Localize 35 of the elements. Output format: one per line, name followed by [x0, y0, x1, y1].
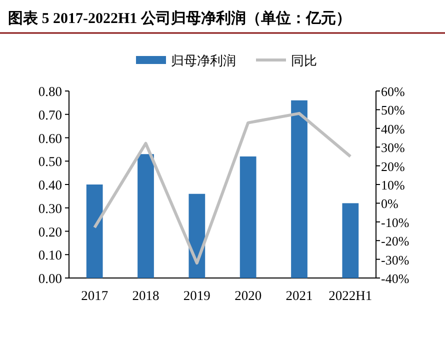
y2-tick-label: -20% [381, 234, 410, 249]
bar [240, 156, 256, 278]
bar [138, 154, 154, 278]
x-tick-label: 2018 [132, 288, 160, 303]
x-tick-label: 2019 [183, 288, 211, 303]
y2-tick-label: 0% [381, 196, 398, 212]
x-tick-label: 2020 [234, 288, 262, 303]
bar [342, 203, 359, 278]
bar [86, 184, 103, 278]
y2-tick-label: -30% [381, 252, 410, 268]
y2-tick-label: 10% [381, 178, 405, 192]
y2-tick-label: 20% [381, 158, 405, 174]
y2-tick-label: -10% [381, 214, 410, 230]
y-tick-label: 0.80 [38, 84, 62, 99]
y2-tick-label: 60% [381, 84, 405, 99]
x-tick-label: 2017 [81, 288, 108, 303]
y2-tick-label: 30% [381, 140, 405, 156]
y-tick-label: 0.60 [38, 130, 62, 146]
y2-tick-label: 50% [381, 102, 405, 118]
y2-tick-label: -40% [381, 271, 410, 286]
y-tick-label: 0.70 [38, 107, 62, 122]
y-tick-label: 0.40 [38, 178, 62, 192]
y-tick-label: 0.00 [38, 271, 62, 286]
y-tick-label: 0.10 [38, 248, 62, 263]
legend-label: 归母净利润 [171, 53, 236, 68]
bar [188, 194, 206, 278]
y-tick-label: 0.30 [38, 200, 62, 216]
legend-label: 同比 [291, 53, 317, 68]
y-tick-label: 0.20 [38, 224, 62, 240]
x-tick-label: 2022H1 [328, 288, 372, 303]
x-tick-label: 2021 [286, 288, 313, 303]
y2-tick-label: 40% [381, 121, 405, 136]
title: 图表 5 2017-2022H1 公司归母净利润（单位：亿元） [8, 11, 351, 27]
bar [291, 100, 308, 278]
y-tick-label: 0.50 [38, 154, 62, 170]
